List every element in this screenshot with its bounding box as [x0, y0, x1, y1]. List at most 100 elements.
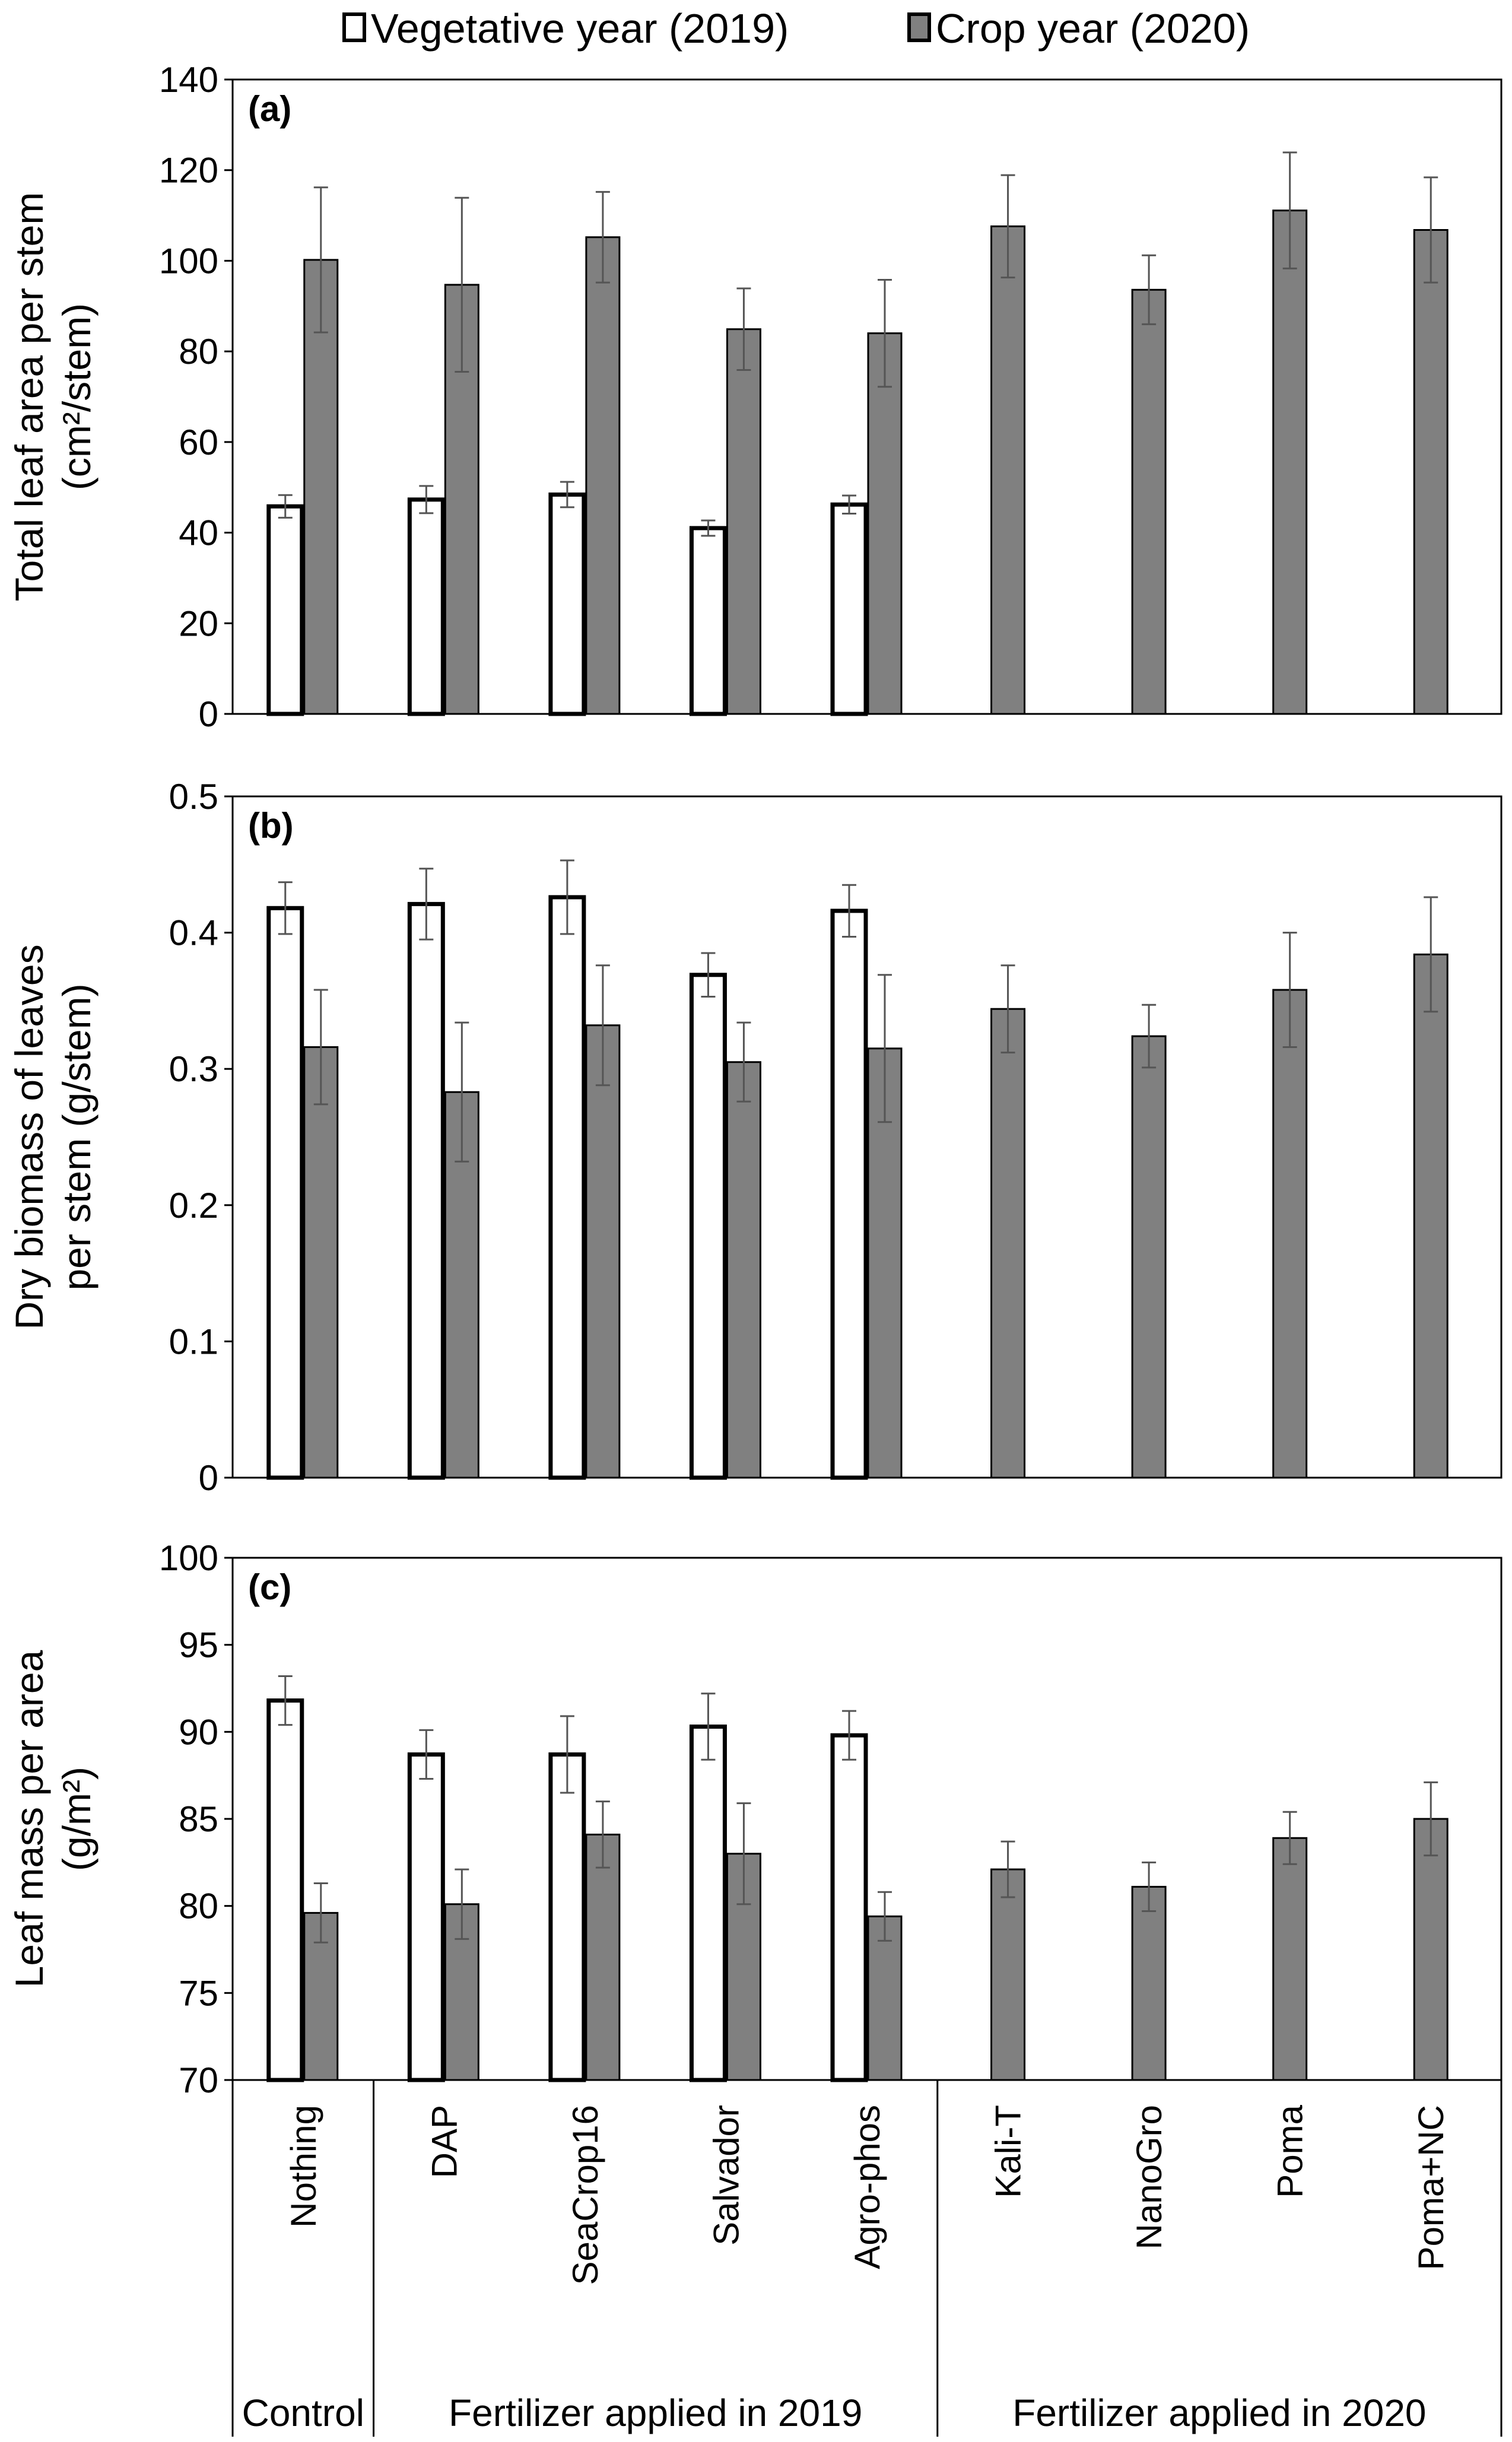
bar — [867, 332, 903, 715]
y-tick-label: 75 — [179, 1973, 218, 2013]
error-bar — [1142, 1004, 1157, 1069]
panel-label: (b) — [248, 806, 294, 846]
bar — [1413, 953, 1449, 1479]
bar — [1131, 288, 1167, 715]
y-tick-label: 95 — [179, 1625, 218, 1665]
error-bar — [1424, 1781, 1438, 1857]
bar — [585, 1024, 621, 1479]
bar — [990, 1868, 1026, 2081]
error-bar — [878, 278, 892, 388]
error-bar — [1142, 254, 1157, 325]
legend-swatch — [342, 12, 366, 42]
chart-panel-a: 0 20 40 60 80 100 120 140 Total leaf area per st… — [7, 60, 1503, 734]
error-bar — [736, 287, 751, 371]
bar — [303, 259, 339, 715]
error-bar — [595, 964, 610, 1087]
bar — [990, 225, 1026, 715]
y-tick-label: 140 — [159, 60, 218, 100]
bar — [830, 502, 868, 716]
legend-swatch — [907, 12, 931, 42]
error-bar — [278, 881, 293, 935]
bar — [726, 328, 761, 715]
bar — [1413, 229, 1449, 715]
error-bar — [419, 1729, 434, 1780]
y-axis-label-line: (g/m²) — [55, 1767, 99, 1871]
y-tick-label: 0 — [199, 694, 218, 734]
error-bar — [701, 519, 716, 537]
category-label: NanoGro — [1129, 2105, 1169, 2249]
error-bar — [595, 190, 610, 284]
error-bar — [878, 1891, 892, 1942]
y-tick-label: 70 — [179, 2060, 218, 2100]
category-label: Kali-T — [989, 2105, 1028, 2198]
y-tick-label: 90 — [179, 1712, 218, 1752]
bar — [548, 895, 586, 1480]
category-label: Poma — [1270, 2104, 1310, 2198]
category-label: Poma+NC — [1411, 2105, 1451, 2270]
y-tick-label: 0.3 — [169, 1049, 218, 1089]
error-bar — [1142, 1861, 1157, 1912]
error-bar — [313, 1882, 328, 1944]
error-bar — [1000, 964, 1015, 1054]
bar — [266, 504, 304, 716]
bar — [1272, 1837, 1308, 2081]
error-bar — [842, 884, 856, 938]
bar — [407, 901, 445, 1480]
error-bar — [278, 494, 293, 519]
error-bar — [419, 868, 434, 941]
bar — [548, 492, 586, 716]
category-label: Nothing — [284, 2105, 323, 2228]
bar — [990, 1008, 1026, 1479]
error-bar — [560, 1715, 574, 1794]
error-bar — [560, 481, 574, 509]
legend: Vegetative year (2019) Crop year (2020) — [342, 5, 1250, 52]
category-label: SeaCrop16 — [566, 2105, 605, 2285]
bar — [585, 236, 621, 715]
error-bar — [1282, 932, 1297, 1048]
bar — [1413, 1818, 1449, 2081]
y-tick-label: 0.4 — [169, 913, 218, 953]
bar — [585, 1833, 621, 2081]
bar — [1272, 209, 1308, 715]
y-axis-label-line: (cm²/stem) — [55, 303, 99, 490]
category-label: Salvador — [706, 2105, 746, 2246]
bar — [830, 909, 868, 1480]
y-tick-label: 0.2 — [169, 1186, 218, 1225]
legend-label: Crop year (2020) — [936, 5, 1250, 52]
group-label: Fertilizer applied in 2019 — [449, 2392, 862, 2434]
bar — [689, 1725, 727, 2082]
error-bar — [560, 859, 574, 935]
group-label: Control — [242, 2392, 364, 2434]
error-bar — [701, 952, 716, 998]
error-bar — [842, 494, 856, 515]
bar — [867, 1047, 903, 1479]
bar — [689, 973, 727, 1480]
bar — [407, 497, 445, 716]
error-bar — [1424, 176, 1438, 284]
category-label: Agro-phos — [847, 2105, 887, 2269]
legend-item-2: Crop year (2020) — [907, 5, 1250, 52]
bar — [1272, 989, 1308, 1479]
error-bar — [736, 1802, 751, 1906]
chart-panel-b: 0 0.1 0.2 0.3 0.4 0.5 Dry biomass of leaves per… — [7, 777, 1503, 1498]
bar — [726, 1061, 761, 1479]
y-tick-label: 80 — [179, 1887, 218, 1926]
bar — [689, 526, 727, 716]
y-tick-label: 85 — [179, 1799, 218, 1839]
y-tick-label: 0.1 — [169, 1322, 218, 1361]
error-bar — [878, 974, 892, 1123]
bar — [1131, 1885, 1167, 2081]
error-bar — [455, 1868, 469, 1940]
error-bar — [313, 989, 328, 1106]
error-bar — [1000, 174, 1015, 279]
y-tick-label: 40 — [179, 513, 218, 553]
panel-label: (c) — [248, 1567, 291, 1607]
y-axis-label-line: Leaf mass per area — [7, 1650, 51, 1987]
error-bar — [595, 1800, 610, 1869]
bar — [867, 1915, 903, 2081]
error-bar — [455, 196, 469, 373]
error-bar — [313, 186, 328, 334]
error-bar — [736, 1021, 751, 1103]
y-tick-label: 0 — [199, 1458, 218, 1498]
